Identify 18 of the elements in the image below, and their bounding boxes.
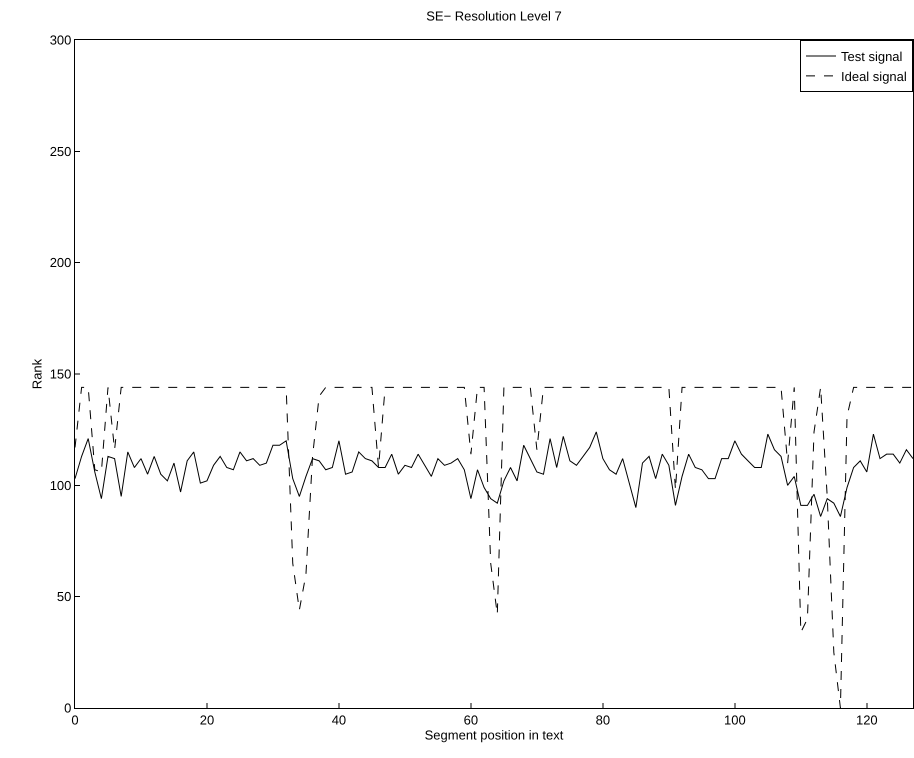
y-tick-label: 100 [50,478,72,493]
chart-title: SE− Resolution Level 7 [426,8,562,24]
y-tick-label: 200 [50,255,72,270]
legend-label: Ideal signal [841,68,907,84]
y-tick-label: 0 [64,700,72,716]
x-axis-title: Segment position in text [424,728,564,743]
y-tick-label: 300 [50,32,72,48]
x-tick-label: 40 [332,712,346,728]
legend-label: Test signal [841,49,903,64]
y-axis-title: Rank [30,358,45,390]
x-tick-label: 20 [200,712,214,728]
x-tick-label: 100 [724,712,746,728]
x-tick-label: 80 [596,712,610,728]
y-tick-label: 50 [56,589,72,604]
y-tick-label: 250 [50,144,72,159]
y-tick-label: 150 [50,366,72,382]
x-tick-label: 60 [464,712,478,728]
x-tick-label: 120 [856,712,878,728]
